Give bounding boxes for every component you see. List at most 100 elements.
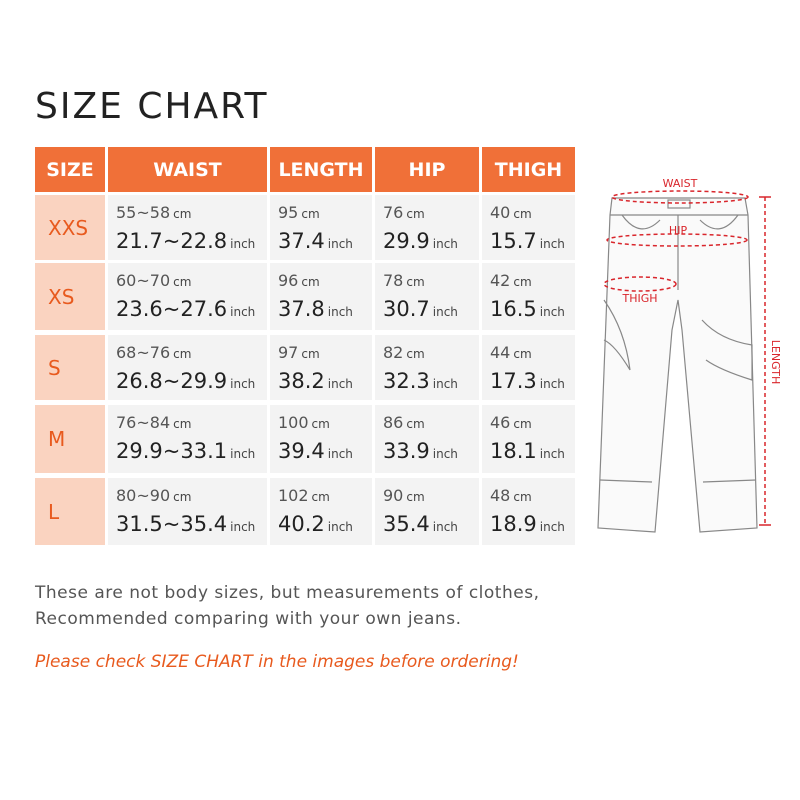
- imperial-value: 35.4: [383, 512, 430, 536]
- measure-cell: 95 cm 37.4 inch: [270, 195, 372, 260]
- imperial-line: 15.7 inch: [490, 226, 575, 259]
- column-header: WAIST: [108, 147, 267, 192]
- metric-value: 97: [278, 343, 299, 362]
- unit: cm: [513, 207, 532, 221]
- unit: cm: [173, 417, 192, 431]
- measure-cell: 90 cm 35.4 inch: [375, 478, 479, 545]
- size-cell: L: [35, 478, 105, 545]
- measure-cell: 97 cm 38.2 inch: [270, 335, 372, 400]
- imperial-line: 23.6~27.6 inch: [116, 294, 267, 327]
- metric-value: 102: [278, 486, 309, 505]
- imperial-line: 21.7~22.8 inch: [116, 226, 267, 259]
- metric-value: 42: [490, 271, 511, 290]
- imperial-line: 26.8~29.9 inch: [116, 366, 267, 399]
- metric-line: 97 cm: [278, 341, 372, 366]
- metric-line: 48 cm: [490, 484, 575, 509]
- metric-line: 96 cm: [278, 269, 372, 294]
- metric-value: 46: [490, 413, 511, 432]
- unit: inch: [539, 447, 565, 461]
- unit: cm: [406, 417, 425, 431]
- metric-line: 76~84 cm: [116, 411, 267, 436]
- waist-label: WAIST: [663, 177, 698, 190]
- imperial-value: 29.9~33.1: [116, 439, 228, 463]
- measure-cell: 100 cm 39.4 inch: [270, 405, 372, 473]
- column-header: LENGTH: [270, 147, 372, 192]
- unit: cm: [173, 490, 192, 504]
- measure-cell: 80~90 cm 31.5~35.4 inch: [108, 478, 267, 545]
- hip-label: HIP: [669, 224, 688, 237]
- unit: inch: [432, 305, 458, 319]
- metric-value: 76: [383, 203, 404, 222]
- measure-cell: 76~84 cm 29.9~33.1 inch: [108, 405, 267, 473]
- unit: inch: [230, 305, 256, 319]
- measure-cell: 82 cm 32.3 inch: [375, 335, 479, 400]
- imperial-line: 18.1 inch: [490, 436, 575, 469]
- size-cell: XS: [35, 263, 105, 330]
- metric-value: 82: [383, 343, 404, 362]
- measure-cell: 40 cm 15.7 inch: [482, 195, 575, 260]
- imperial-value: 32.3: [383, 369, 430, 393]
- metric-line: 44 cm: [490, 341, 575, 366]
- unit: inch: [539, 377, 565, 391]
- imperial-value: 38.2: [278, 369, 325, 393]
- length-label: LENGTH: [769, 340, 782, 384]
- unit: cm: [173, 347, 192, 361]
- measure-cell: 42 cm 16.5 inch: [482, 263, 575, 330]
- unit: inch: [539, 237, 565, 251]
- metric-line: 86 cm: [383, 411, 479, 436]
- measure-cell: 44 cm 17.3 inch: [482, 335, 575, 400]
- measure-cell: 60~70 cm 23.6~27.6 inch: [108, 263, 267, 330]
- imperial-line: 37.4 inch: [278, 226, 372, 259]
- measure-cell: 55~58 cm 21.7~22.8 inch: [108, 195, 267, 260]
- metric-value: 55~58: [116, 203, 171, 222]
- metric-value: 96: [278, 271, 299, 290]
- measure-cell: 86 cm 33.9 inch: [375, 405, 479, 473]
- unit: inch: [230, 237, 256, 251]
- metric-line: 95 cm: [278, 201, 372, 226]
- imperial-line: 38.2 inch: [278, 366, 372, 399]
- imperial-line: 30.7 inch: [383, 294, 479, 327]
- metric-value: 86: [383, 413, 404, 432]
- metric-value: 90: [383, 486, 404, 505]
- metric-value: 76~84: [116, 413, 171, 432]
- imperial-line: 16.5 inch: [490, 294, 575, 327]
- imperial-value: 29.9: [383, 229, 430, 253]
- metric-line: 40 cm: [490, 201, 575, 226]
- unit: cm: [406, 490, 425, 504]
- metric-value: 68~76: [116, 343, 171, 362]
- metric-value: 40: [490, 203, 511, 222]
- unit: inch: [432, 237, 458, 251]
- warning: Please check SIZE CHART in the images be…: [35, 652, 519, 672]
- unit: cm: [406, 207, 425, 221]
- unit: inch: [432, 377, 458, 391]
- note: Recommended comparing with your own jean…: [35, 609, 462, 629]
- unit: inch: [230, 447, 256, 461]
- unit: cm: [513, 347, 532, 361]
- imperial-value: 17.3: [490, 369, 537, 393]
- jeans-outline: [597, 197, 758, 533]
- unit: inch: [230, 520, 256, 534]
- unit: cm: [301, 207, 320, 221]
- unit: cm: [513, 417, 532, 431]
- measure-cell: 46 cm 18.1 inch: [482, 405, 575, 473]
- imperial-line: 35.4 inch: [383, 509, 479, 542]
- imperial-value: 23.6~27.6: [116, 297, 228, 321]
- imperial-value: 21.7~22.8: [116, 229, 228, 253]
- unit: inch: [539, 520, 565, 534]
- unit: cm: [173, 275, 192, 289]
- imperial-line: 18.9 inch: [490, 509, 575, 542]
- unit: inch: [432, 447, 458, 461]
- unit: cm: [406, 347, 425, 361]
- metric-value: 48: [490, 486, 511, 505]
- column-header: HIP: [375, 147, 479, 192]
- imperial-line: 17.3 inch: [490, 366, 575, 399]
- imperial-value: 31.5~35.4: [116, 512, 228, 536]
- imperial-line: 32.3 inch: [383, 366, 479, 399]
- metric-line: 42 cm: [490, 269, 575, 294]
- measure-cell: 76 cm 29.9 inch: [375, 195, 479, 260]
- unit: inch: [432, 520, 458, 534]
- metric-line: 76 cm: [383, 201, 479, 226]
- metric-line: 46 cm: [490, 411, 575, 436]
- size-cell: M: [35, 405, 105, 473]
